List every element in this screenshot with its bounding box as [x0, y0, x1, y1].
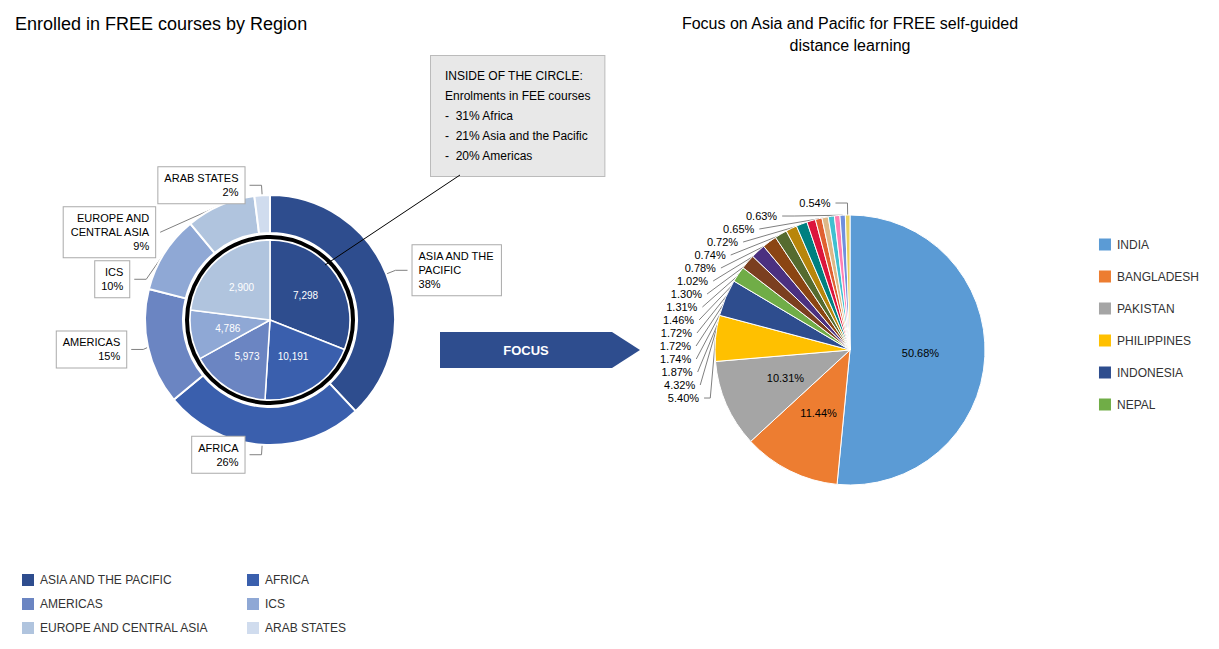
svg-text:26%: 26%	[216, 456, 238, 468]
svg-text:ARAB STATES: ARAB STATES	[164, 172, 238, 184]
svg-text:4,786: 4,786	[215, 323, 240, 334]
svg-text:INSIDE OF THE CIRCLE:: INSIDE OF THE CIRCLE:	[445, 69, 583, 83]
svg-text:1.74%: 1.74%	[660, 353, 691, 365]
svg-text:4.32%: 4.32%	[664, 379, 695, 391]
svg-text:0.54%: 0.54%	[799, 197, 830, 209]
svg-text:0.63%: 0.63%	[746, 210, 777, 222]
svg-text:EUROPE AND: EUROPE AND	[77, 212, 149, 224]
svg-text:PACIFIC: PACIFIC	[419, 264, 462, 276]
svg-text:PAKISTAN: PAKISTAN	[1117, 302, 1175, 316]
svg-text:1.72%: 1.72%	[660, 340, 691, 352]
svg-text:38%: 38%	[419, 278, 441, 290]
svg-text:- 20% Americas: - 20% Americas	[445, 149, 532, 163]
svg-text:50.68%: 50.68%	[902, 347, 940, 359]
svg-text:10,191: 10,191	[278, 351, 309, 362]
svg-text:AMERICAS: AMERICAS	[40, 597, 103, 611]
svg-text:distance learning: distance learning	[790, 37, 911, 54]
svg-text:ASIA AND THE: ASIA AND THE	[419, 250, 494, 262]
svg-text:11.44%: 11.44%	[800, 407, 837, 419]
svg-text:ASIA AND THE PACIFIC: ASIA AND THE PACIFIC	[40, 573, 172, 587]
svg-text:ICS: ICS	[105, 266, 123, 278]
svg-text:FOCUS: FOCUS	[503, 343, 549, 358]
svg-text:PHILIPPINES: PHILIPPINES	[1117, 334, 1191, 348]
svg-text:AFRICA: AFRICA	[198, 442, 239, 454]
svg-text:BANGLADESH: BANGLADESH	[1117, 270, 1199, 284]
svg-text:Enrolments in FEE courses: Enrolments in FEE courses	[445, 89, 590, 103]
svg-text:1.31%: 1.31%	[666, 301, 697, 313]
svg-text:10%: 10%	[101, 280, 123, 292]
svg-text:15%: 15%	[98, 350, 120, 362]
svg-text:0.78%: 0.78%	[685, 262, 716, 274]
svg-text:1.72%: 1.72%	[661, 327, 692, 339]
svg-text:Enrolled in FREE courses by Re: Enrolled in FREE courses by Region	[15, 14, 307, 34]
svg-text:7,298: 7,298	[293, 290, 318, 301]
svg-text:ARAB STATES: ARAB STATES	[265, 621, 346, 635]
svg-text:Focus on Asia and Pacific for: Focus on Asia and Pacific for FREE self-…	[682, 15, 1018, 32]
svg-text:INDIA: INDIA	[1117, 238, 1149, 252]
svg-text:10.31%: 10.31%	[767, 372, 805, 384]
svg-text:0.65%: 0.65%	[723, 223, 754, 235]
svg-text:1.02%: 1.02%	[677, 275, 708, 287]
svg-text:1.87%: 1.87%	[661, 366, 692, 378]
svg-text:5.40%: 5.40%	[668, 392, 699, 404]
svg-text:1.46%: 1.46%	[663, 314, 694, 326]
svg-text:0.72%: 0.72%	[707, 236, 738, 248]
svg-text:5,973: 5,973	[234, 351, 259, 362]
svg-text:- 21% Asia and the Pacific: - 21% Asia and the Pacific	[445, 129, 588, 143]
svg-text:2,900: 2,900	[229, 282, 254, 293]
svg-text:CENTRAL ASIA: CENTRAL ASIA	[71, 226, 150, 238]
svg-text:ICS: ICS	[265, 597, 285, 611]
svg-text:AMERICAS: AMERICAS	[63, 336, 120, 348]
svg-text:1.30%: 1.30%	[671, 288, 702, 300]
svg-text:9%: 9%	[133, 240, 149, 252]
svg-text:NEPAL: NEPAL	[1117, 398, 1156, 412]
svg-text:- 31% Africa: - 31% Africa	[445, 109, 513, 123]
svg-text:INDONESIA: INDONESIA	[1117, 366, 1183, 380]
svg-text:2%: 2%	[223, 186, 239, 198]
svg-text:AFRICA: AFRICA	[265, 573, 309, 587]
svg-text:0.74%: 0.74%	[695, 249, 726, 261]
svg-text:EUROPE AND CENTRAL ASIA: EUROPE AND CENTRAL ASIA	[40, 621, 208, 635]
